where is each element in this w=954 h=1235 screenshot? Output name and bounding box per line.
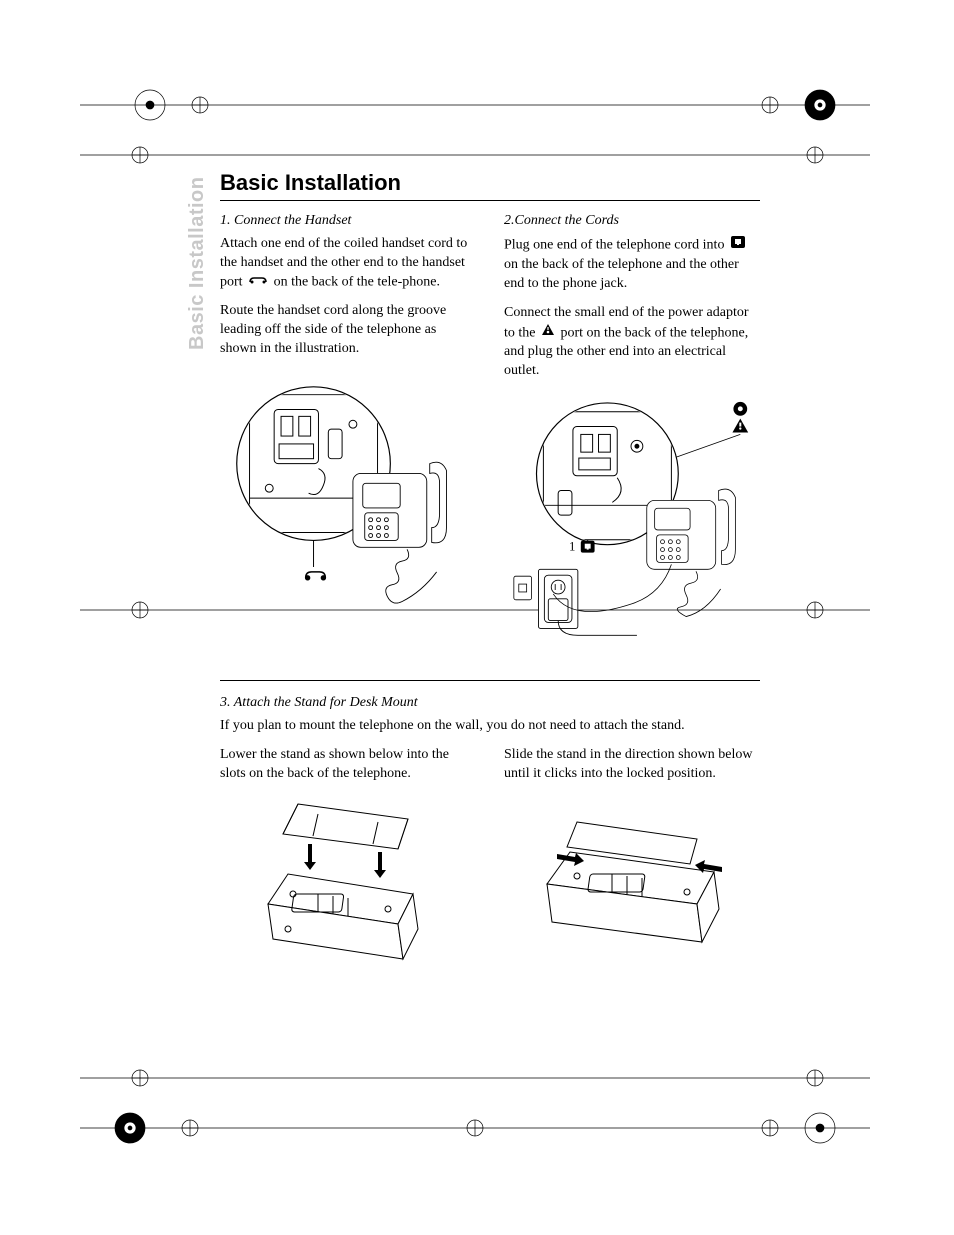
step-1-para-1: Attach one end of the coiled handset cor…: [220, 235, 476, 292]
step-3-right-column: Slide the stand in the direction shown b…: [504, 746, 760, 964]
step-1-column: 1. Connect the Handset Attach one end of…: [220, 213, 476, 660]
page-content: Basic Installation 1. Connect the Handse…: [220, 170, 760, 964]
step-3-row: Lower the stand as shown below into the …: [220, 746, 760, 964]
step-3-left-text: Lower the stand as shown below into the …: [220, 746, 476, 784]
step-2-column: 2.Connect the Cords Plug one end of the …: [504, 213, 760, 660]
step-1-para-1b: on the back of the tele-phone.: [274, 274, 440, 289]
power-port-icon: [541, 323, 555, 344]
step-1-illustration: [220, 373, 476, 633]
step-2-para-1b: on the back of the telephone and the oth…: [504, 257, 739, 291]
figure-2-label: 1: [569, 540, 575, 554]
page-title: Basic Installation: [220, 170, 760, 201]
step-3-intro: If you plan to mount the telephone on th…: [220, 717, 760, 736]
step-2-para-2: Connect the small end of the power adapt…: [504, 304, 760, 382]
step-3-left-illustration: [248, 794, 448, 964]
step-3-left-column: Lower the stand as shown below into the …: [220, 746, 476, 964]
step-3-section: 3. Attach the Stand for Desk Mount If yo…: [220, 695, 760, 964]
step-3-heading: 3. Attach the Stand for Desk Mount: [220, 695, 760, 711]
step-2-heading: 2.Connect the Cords: [504, 213, 760, 229]
step-1-heading: 1. Connect the Handset: [220, 213, 476, 229]
handset-port-icon: [248, 273, 268, 292]
phone-jack-icon: [730, 235, 746, 256]
step-2-illustration: 1: [504, 395, 760, 655]
step-2-para-1a: Plug one end of the telephone cord into: [504, 238, 728, 253]
step-3-right-illustration: [522, 804, 742, 954]
step-1-para-2: Route the handset cord along the groove …: [220, 302, 476, 359]
step-3-right-text: Slide the stand in the direction shown b…: [504, 746, 760, 784]
step-2-para-1: Plug one end of the telephone cord into …: [504, 235, 760, 294]
steps-row-1: 1. Connect the Handset Attach one end of…: [220, 213, 760, 660]
section-divider: [220, 680, 760, 681]
